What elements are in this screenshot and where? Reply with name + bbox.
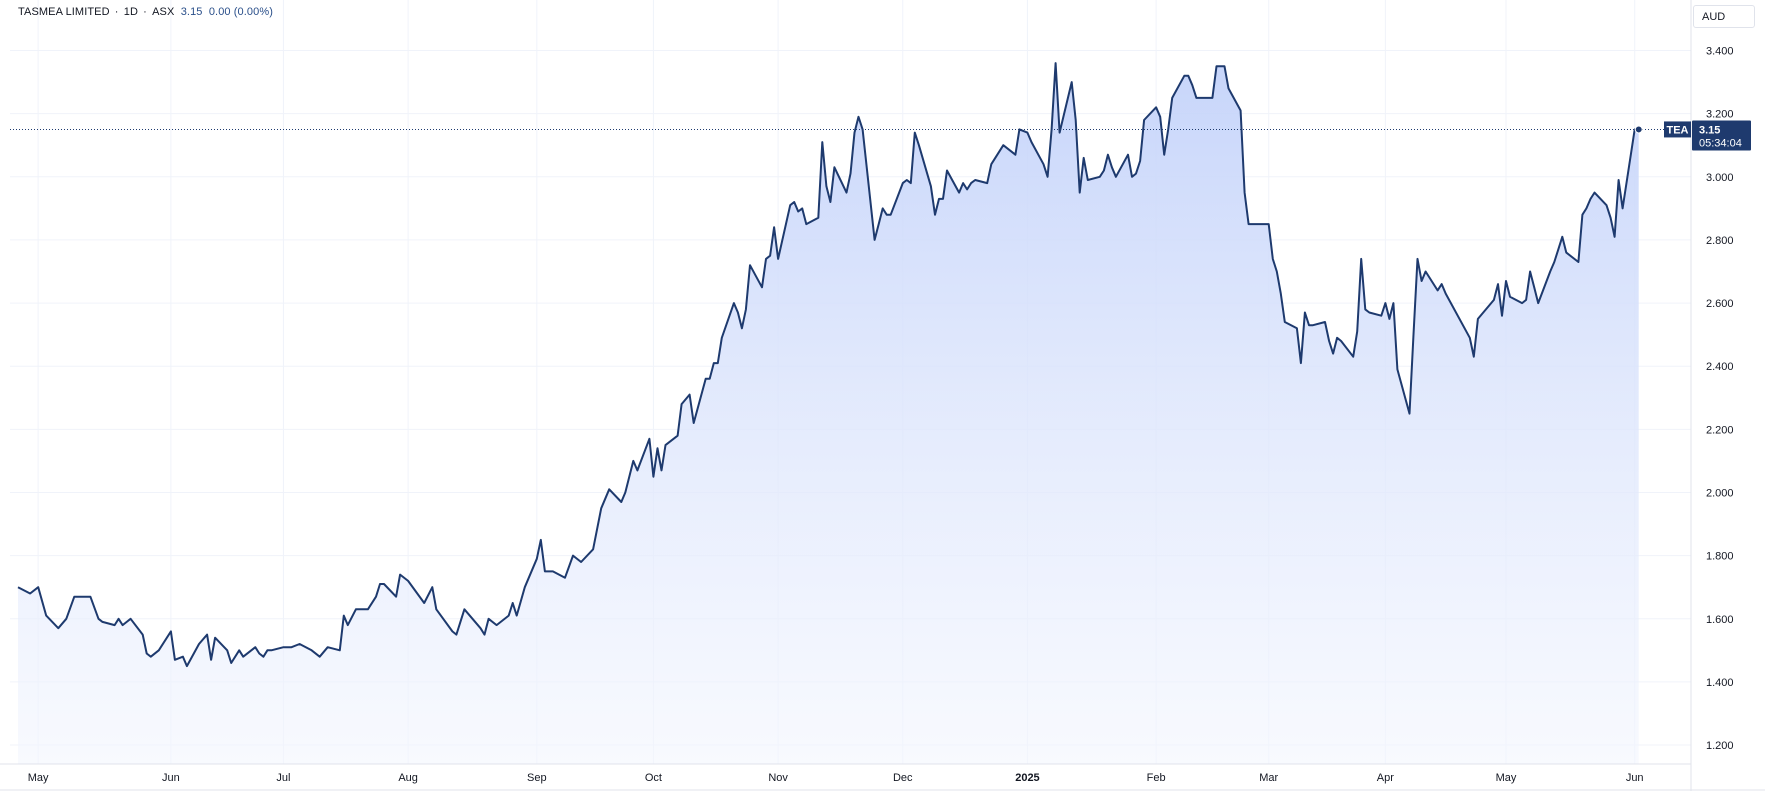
price-change: 0.00	[208, 6, 231, 18]
x-tick-label: May	[28, 772, 49, 784]
x-tick-label: Feb	[1147, 772, 1166, 784]
exchange-label: ASX	[152, 6, 175, 18]
price-line	[17, 62, 1639, 668]
y-tick-label: 2.000	[1706, 487, 1734, 499]
x-tick-label: 2025	[1015, 772, 1039, 784]
price-tag-value: 3.15	[1699, 124, 1720, 136]
y-tick-label: 3.400	[1706, 46, 1734, 58]
x-tick-label: Aug	[398, 772, 418, 784]
symbol-name: TASMEA LIMITED	[18, 6, 110, 18]
bar-countdown: 05:34:04	[1699, 137, 1742, 149]
x-tick-label: Oct	[645, 772, 662, 784]
x-tick-label: Jul	[276, 772, 290, 784]
price-area-fill	[18, 63, 1639, 764]
x-tick-label: Mar	[1259, 772, 1278, 784]
y-tick-label: 1.200	[1706, 740, 1734, 752]
y-tick-label: 3.200	[1706, 109, 1734, 121]
chart-legend-header: TASMEA LIMITED · 1D · ASX 3.15 0.00 (0.0…	[18, 6, 274, 18]
y-tick-label: 2.200	[1706, 424, 1734, 436]
x-tick-label: Apr	[1377, 772, 1394, 784]
y-tick-label: 2.600	[1706, 298, 1734, 310]
price-axis-tag	[1692, 120, 1751, 151]
currency-selector[interactable]: AUD	[1693, 5, 1755, 28]
x-tick-label: Nov	[768, 772, 788, 784]
y-tick-label: 2.400	[1706, 361, 1734, 373]
y-tick-label: 1.800	[1706, 551, 1734, 563]
x-tick-label: May	[1496, 772, 1517, 784]
x-tick-label: Dec	[893, 772, 913, 784]
y-tick-label: 1.600	[1706, 614, 1734, 626]
ticker-tag-label: TEA	[1667, 124, 1689, 136]
y-tick-label: 1.400	[1706, 677, 1734, 689]
x-tick-label: Jun	[162, 772, 180, 784]
x-tick-label: Sep	[527, 772, 547, 784]
x-tick-label: Jun	[1626, 772, 1644, 784]
ticker-tag	[1664, 121, 1691, 138]
last-price-marker	[1634, 125, 1643, 134]
y-tick-label: 2.800	[1706, 235, 1734, 247]
price-change-percent: (0.00%)	[233, 6, 274, 18]
last-price: 3.15	[180, 6, 203, 18]
y-tick-label: 3.000	[1706, 172, 1734, 184]
interval-label[interactable]: 1D	[123, 6, 138, 18]
plot-area[interactable]	[10, 62, 1691, 764]
